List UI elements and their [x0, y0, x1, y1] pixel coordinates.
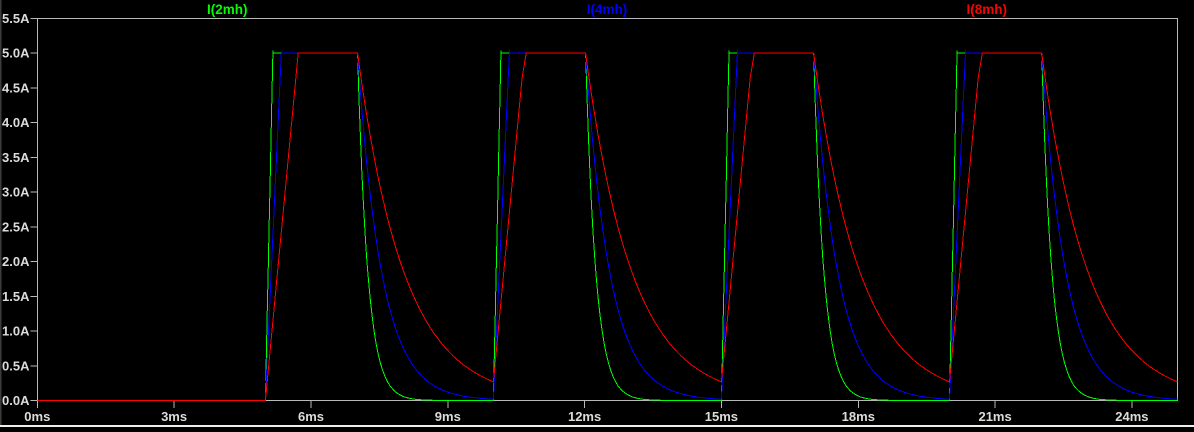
svg-text:0ms: 0ms	[24, 409, 50, 424]
svg-text:1.5A: 1.5A	[2, 289, 30, 304]
svg-text:21ms: 21ms	[978, 409, 1011, 424]
svg-text:5.5A: 5.5A	[2, 11, 30, 26]
svg-text:4.5A: 4.5A	[2, 81, 30, 96]
svg-text:2.5A: 2.5A	[2, 219, 30, 234]
svg-text:9ms: 9ms	[435, 409, 461, 424]
svg-text:I(2mh): I(2mh)	[207, 2, 248, 17]
svg-text:2.0A: 2.0A	[2, 254, 30, 269]
svg-text:15ms: 15ms	[705, 409, 738, 424]
svg-text:24ms: 24ms	[1115, 409, 1148, 424]
svg-text:I(8mh): I(8mh)	[967, 2, 1008, 17]
svg-text:3ms: 3ms	[161, 409, 187, 424]
svg-text:1.0A: 1.0A	[2, 324, 30, 339]
svg-text:3.5A: 3.5A	[2, 150, 30, 165]
svg-text:3.0A: 3.0A	[2, 185, 30, 200]
svg-text:12ms: 12ms	[568, 409, 601, 424]
svg-text:6ms: 6ms	[298, 409, 324, 424]
svg-text:0.5A: 0.5A	[2, 358, 30, 373]
svg-text:18ms: 18ms	[842, 409, 875, 424]
svg-text:5.0A: 5.0A	[2, 46, 30, 61]
svg-text:4.0A: 4.0A	[2, 115, 30, 130]
svg-text:0.0A: 0.0A	[2, 393, 30, 408]
svg-text:I(4mh): I(4mh)	[587, 2, 628, 17]
